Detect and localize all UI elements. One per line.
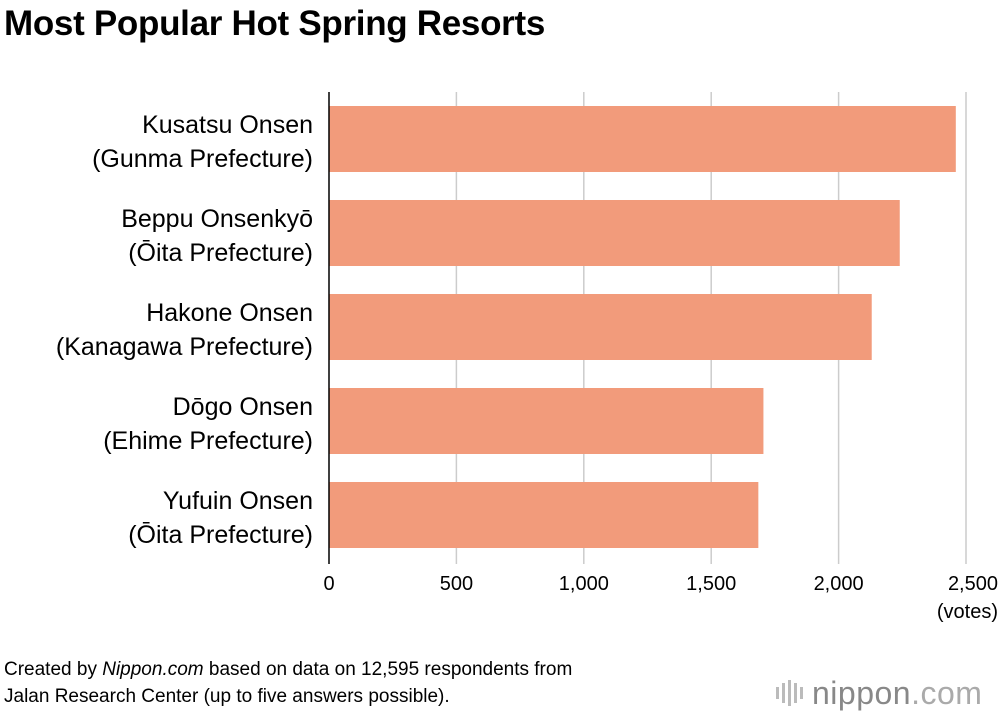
logo-text-main: nippon (812, 675, 912, 711)
x-tick-labels: 0 500 1,000 1,500 2,000 2,500 (323, 573, 998, 595)
nippon-logo-bars-icon (776, 680, 803, 706)
category-labels: Kusatsu Onsen (Gunma Prefecture) Beppu Ons… (56, 111, 313, 549)
chart-title: Most Popular Hot Spring Resorts (4, 4, 546, 43)
x-tick-label-3: 1,500 (686, 573, 736, 595)
category-label-4-line-1: (Ōita Prefecture) (128, 521, 313, 549)
category-label-2-line-1: (Kanagawa Prefecture) (56, 333, 313, 361)
category-label-2-line-0: Hakone Onsen (146, 299, 313, 327)
x-axis-unit-label: (votes) (937, 601, 998, 623)
x-tick-label-5: 2,500 (948, 573, 998, 595)
logo-text-suffix: .com (911, 675, 983, 711)
bar-3 (329, 388, 764, 454)
category-label-1-line-0: Beppu Onsenkyō (121, 205, 313, 233)
x-tick-label-4: 2,000 (814, 573, 864, 595)
x-tick-label-1: 500 (440, 573, 473, 595)
bar-1 (329, 200, 900, 266)
bar-chart: Kusatsu Onsen (Gunma Prefecture) Beppu Ons… (56, 92, 998, 623)
footnote-line2: Jalan Research Center (up to five answer… (4, 686, 450, 707)
footnote-source-name: Nippon.com (102, 659, 204, 680)
category-label-0-line-1: (Gunma Prefecture) (92, 145, 313, 173)
category-label-3-line-0: Dōgo Onsen (173, 393, 313, 421)
bar-4 (329, 482, 759, 548)
category-label-0-line-0: Kusatsu Onsen (142, 111, 313, 139)
footnote-prefix: Created by (4, 659, 103, 680)
footnote-line1-rest: based on data on 12,595 respondents from (203, 659, 573, 680)
category-label-4-line-0: Yufuin Onsen (163, 487, 313, 515)
bars (329, 106, 956, 548)
x-tick-label-0: 0 (323, 573, 334, 595)
nippon-logo-text: nippon.com (812, 676, 982, 710)
x-tick-label-2: 1,000 (559, 573, 609, 595)
bar-0 (329, 106, 956, 172)
source-footnote: Created by Nippon.com based on data on 1… (4, 656, 572, 710)
category-label-1-line-1: (Ōita Prefecture) (128, 239, 313, 267)
category-label-3-line-1: (Ehime Prefecture) (103, 427, 313, 455)
nippon-logo: nippon.com (776, 676, 982, 710)
bar-2 (329, 294, 872, 360)
